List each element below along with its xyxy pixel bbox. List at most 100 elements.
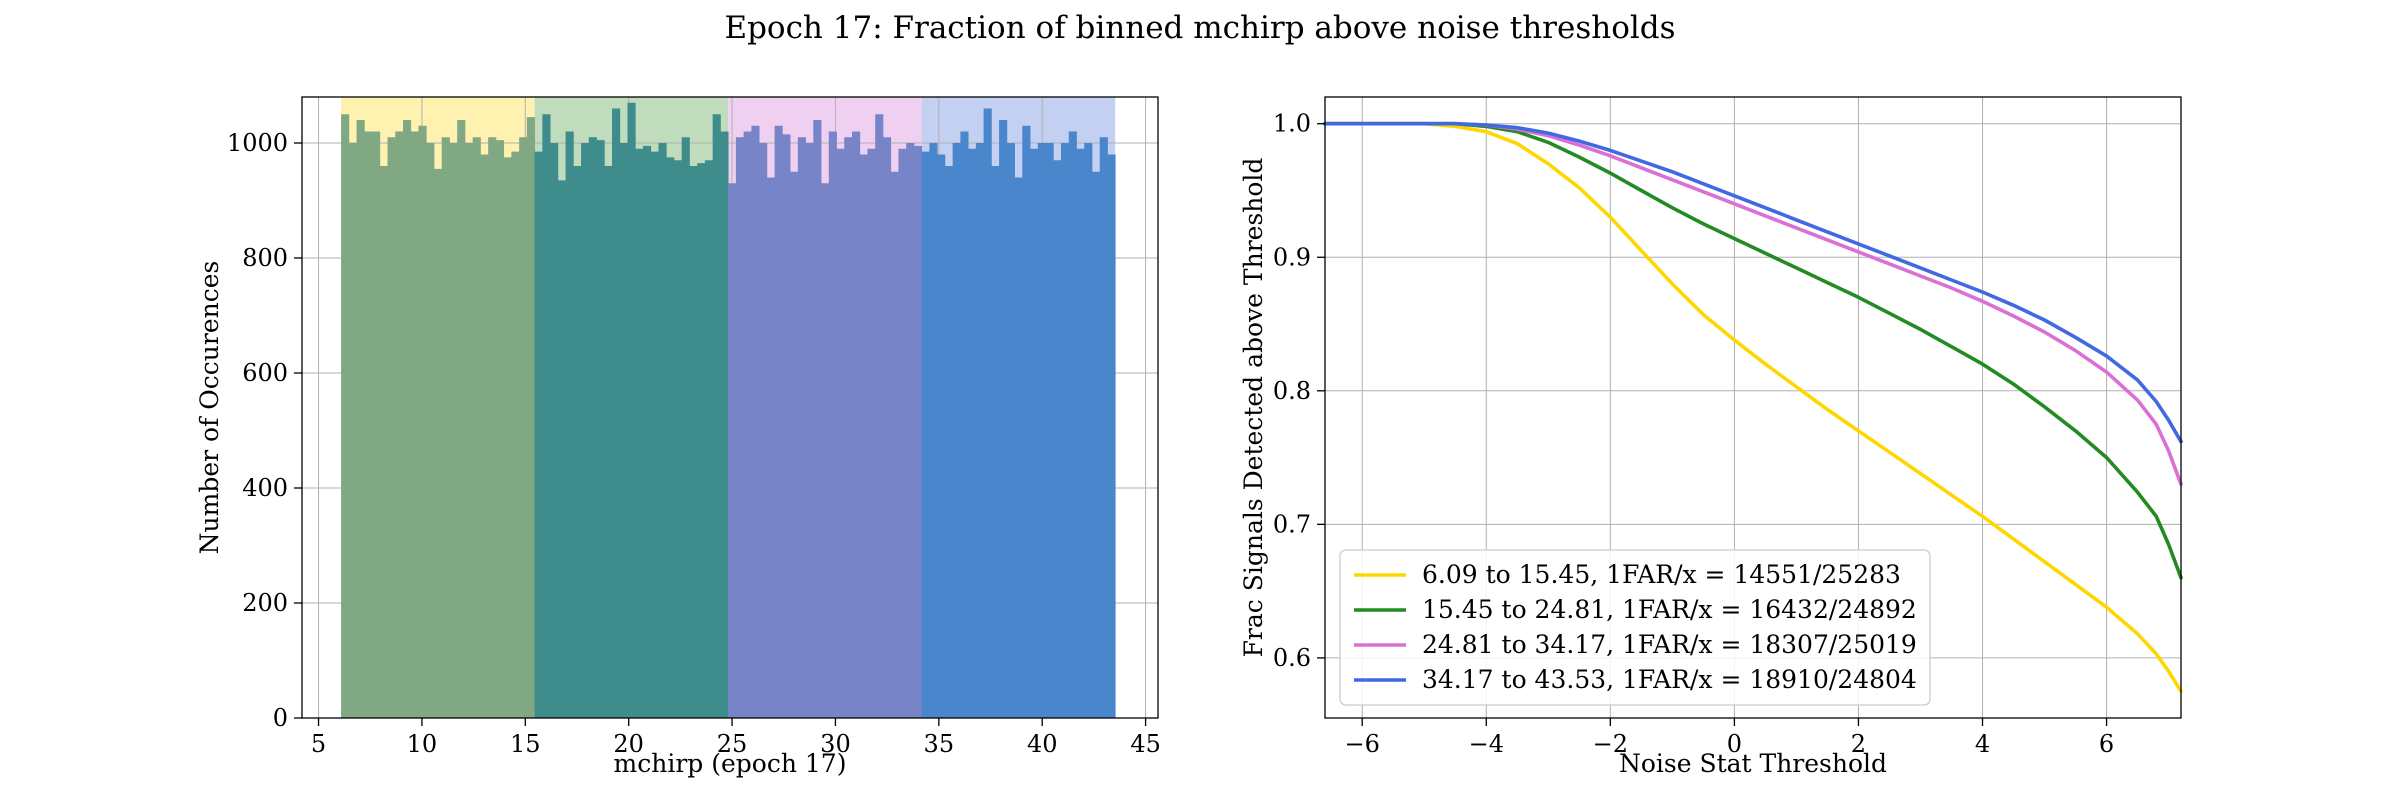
histogram-bar <box>433 168 443 718</box>
histogram-bar <box>1022 125 1031 718</box>
histogram-bar <box>751 125 760 718</box>
histogram-bar <box>697 163 706 718</box>
histogram-bar <box>898 148 907 718</box>
histogram-bar <box>960 131 969 718</box>
histogram-bar <box>851 131 861 718</box>
histogram-bar <box>999 120 1008 718</box>
histogram-bar <box>991 166 1000 718</box>
histogram-bar <box>364 131 373 718</box>
histogram-bar <box>1006 143 1015 718</box>
histogram-x-axis-label: mchirp (epoch 17) <box>614 749 847 778</box>
x-tick-label: 4 <box>1975 730 1990 758</box>
histogram-bar <box>805 143 814 718</box>
x-tick-label: 0 <box>1727 730 1742 758</box>
histogram-bar <box>550 143 559 718</box>
histogram-bar <box>882 137 892 718</box>
histogram-bar <box>519 137 528 718</box>
x-tick-label: 5 <box>311 730 326 758</box>
histogram-bar <box>790 171 799 718</box>
x-tick-label: 6 <box>2099 730 2114 758</box>
histogram-bar <box>1107 154 1116 718</box>
histogram-bar <box>929 143 938 718</box>
series-line-2 <box>1323 121 2183 580</box>
histogram-bar <box>1053 160 1062 718</box>
histogram-bar <box>565 131 574 718</box>
histogram-bar <box>828 131 837 718</box>
histogram-bar <box>875 114 884 718</box>
histogram-bar <box>1030 148 1039 718</box>
histogram-bar <box>588 137 597 718</box>
legend-entry: 34.17 to 43.53, 1FAR/x = 18910/24804 <box>1422 665 1917 694</box>
histogram-bar <box>410 131 419 718</box>
histogram-bar <box>372 131 381 718</box>
line-chart-series <box>1323 121 2183 694</box>
figure-title: Epoch 17: Fraction of binned mchirp abov… <box>724 10 1675 46</box>
histogram-bar <box>581 143 590 718</box>
histogram-bar <box>743 131 752 718</box>
histogram-bar <box>650 151 659 718</box>
histogram-bar <box>511 151 520 718</box>
x-tick-label: 30 <box>820 730 851 758</box>
histogram-bar <box>341 114 350 718</box>
histogram-bar <box>480 154 489 718</box>
histogram-bar <box>1076 148 1085 718</box>
x-tick-label: 20 <box>613 730 644 758</box>
line-chart-y-axis-label: Frac Signals Detected above Threshold <box>1239 158 1268 658</box>
histogram-chart: 5 10 15 20 25 30 35 40 45 0 200 400 600 800 1000 mchi… <box>195 96 1161 778</box>
histogram-bar <box>426 143 435 718</box>
histogram-bar <box>418 125 427 718</box>
y-tick-label: 400 <box>242 474 288 502</box>
x-tick-label: 25 <box>717 730 748 758</box>
histogram-bar <box>604 166 613 718</box>
y-tick-label: 0.7 <box>1273 510 1311 538</box>
histogram-bar <box>534 151 543 718</box>
histogram-y-ticks: 0 200 400 600 800 1000 <box>227 129 302 732</box>
x-tick-label: 15 <box>510 730 541 758</box>
y-tick-label: 600 <box>242 359 288 387</box>
histogram-bar <box>774 125 783 718</box>
y-tick-label: 1.0 <box>1273 110 1311 138</box>
histogram-bar <box>642 145 652 718</box>
histogram-bar <box>612 108 621 718</box>
histogram-bar <box>821 183 830 718</box>
histogram-bar <box>704 160 714 718</box>
legend-entry: 6.09 to 15.45, 1FAR/x = 14551/25283 <box>1422 560 1901 589</box>
histogram-bar <box>735 137 745 718</box>
histogram-bar <box>387 137 396 718</box>
histogram-bar <box>681 137 690 718</box>
histogram-bar <box>488 137 497 718</box>
histogram-bar <box>658 143 667 718</box>
histogram-x-ticks: 5 10 15 20 25 30 35 40 45 <box>311 718 1161 758</box>
histogram-bar <box>503 157 512 718</box>
histogram-axes-frame <box>301 96 1159 719</box>
histogram-bar <box>712 114 721 718</box>
histogram-bar <box>921 151 930 718</box>
x-tick-label: 10 <box>407 730 438 758</box>
histogram-bar <box>573 166 582 718</box>
histogram-bar <box>557 180 566 718</box>
histogram-bar <box>356 120 365 718</box>
y-tick-label: 0.9 <box>1273 243 1311 271</box>
y-tick-label: 0.6 <box>1273 644 1311 672</box>
histogram-bar <box>913 145 923 718</box>
histogram-bar <box>627 102 636 718</box>
histogram-bar <box>596 140 605 718</box>
histogram-bar <box>379 166 388 718</box>
histogram-bar <box>782 134 791 718</box>
histogram-bar <box>844 137 853 718</box>
histogram-bar <box>867 148 876 718</box>
histogram-bar <box>395 131 404 718</box>
histogram-bar <box>464 143 474 718</box>
legend-entry: 24.81 to 34.17, 1FAR/x = 18307/25019 <box>1422 630 1917 659</box>
x-tick-label: 45 <box>1130 730 1161 758</box>
histogram-bar <box>348 143 357 718</box>
line-chart-x-axis-label: Noise Stat Threshold <box>1619 749 1887 778</box>
y-tick-label: 1000 <box>227 129 288 157</box>
histogram-bar <box>906 143 915 718</box>
y-tick-label: 0 <box>273 704 288 732</box>
histogram-bar <box>968 148 977 718</box>
histogram-bar <box>813 120 822 718</box>
histogram-bar <box>797 137 806 718</box>
histogram-bar <box>542 114 551 718</box>
series-line-1 <box>1323 121 2183 694</box>
